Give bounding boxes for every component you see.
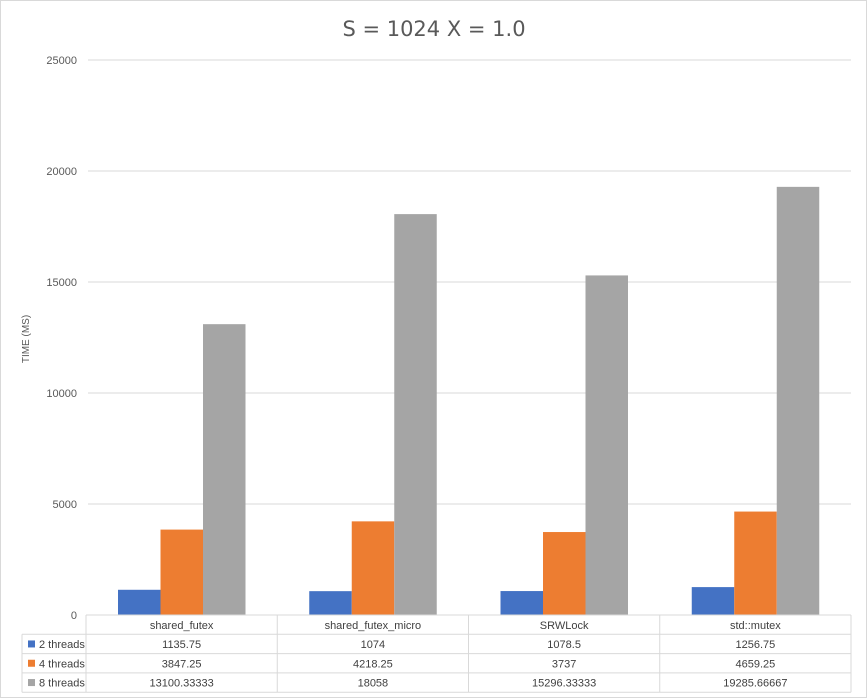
data-cell: 19285.66667 [723, 678, 787, 690]
category-label: SRWLock [540, 620, 589, 632]
data-cell: 3737 [552, 658, 576, 670]
bar [585, 275, 628, 615]
legend-label: 2 threads [39, 639, 85, 651]
data-cell: 18058 [358, 678, 389, 690]
data-cell: 1078.5 [547, 639, 581, 651]
bar [776, 186, 820, 615]
y-tick-label: 0 [71, 610, 77, 622]
legend-key [28, 679, 35, 687]
bar [500, 591, 543, 615]
data-cell: 1074 [361, 639, 385, 651]
data-cell: 1135.75 [162, 639, 201, 651]
bar [691, 587, 735, 615]
category-label: std::mutex [730, 620, 781, 632]
bar [543, 532, 586, 615]
y-tick-label: 5000 [53, 499, 77, 511]
bar [160, 529, 203, 615]
legend-key [28, 640, 35, 648]
bars [118, 186, 820, 615]
category-label: shared_futex_micro [325, 620, 422, 632]
data-cell: 13100.33333 [150, 678, 214, 690]
bar [734, 511, 777, 615]
y-axis-label: TIME (MS) [21, 315, 32, 363]
data-table: shared_futex shared_futex_micro SRWLock std… [21, 614, 852, 693]
bar [394, 214, 437, 615]
y-tick-label: 20000 [46, 166, 77, 178]
data-cell: 1256.75 [735, 639, 775, 651]
data-cell: 4218.25 [353, 658, 393, 670]
data-cell: 15296.33333 [532, 678, 596, 690]
bar [309, 591, 352, 615]
y-axis-ticks: 0 5000 10000 15000 20000 25000 [46, 55, 77, 622]
bar [118, 589, 161, 615]
bar [351, 521, 395, 615]
category-label: shared_futex [150, 620, 214, 632]
bar [203, 324, 246, 615]
y-tick-label: 10000 [46, 388, 77, 400]
legend-key [28, 659, 35, 667]
y-tick-label: 15000 [46, 277, 77, 289]
y-tick-label: 25000 [46, 55, 77, 67]
chart-title: S = 1024 X = 1.0 [342, 17, 525, 41]
data-cell: 3847.25 [162, 658, 202, 670]
gridlines [88, 59, 851, 505]
legend-label: 8 threads [39, 678, 85, 690]
legend-label: 4 threads [39, 658, 85, 670]
data-cell: 4659.25 [735, 658, 775, 670]
